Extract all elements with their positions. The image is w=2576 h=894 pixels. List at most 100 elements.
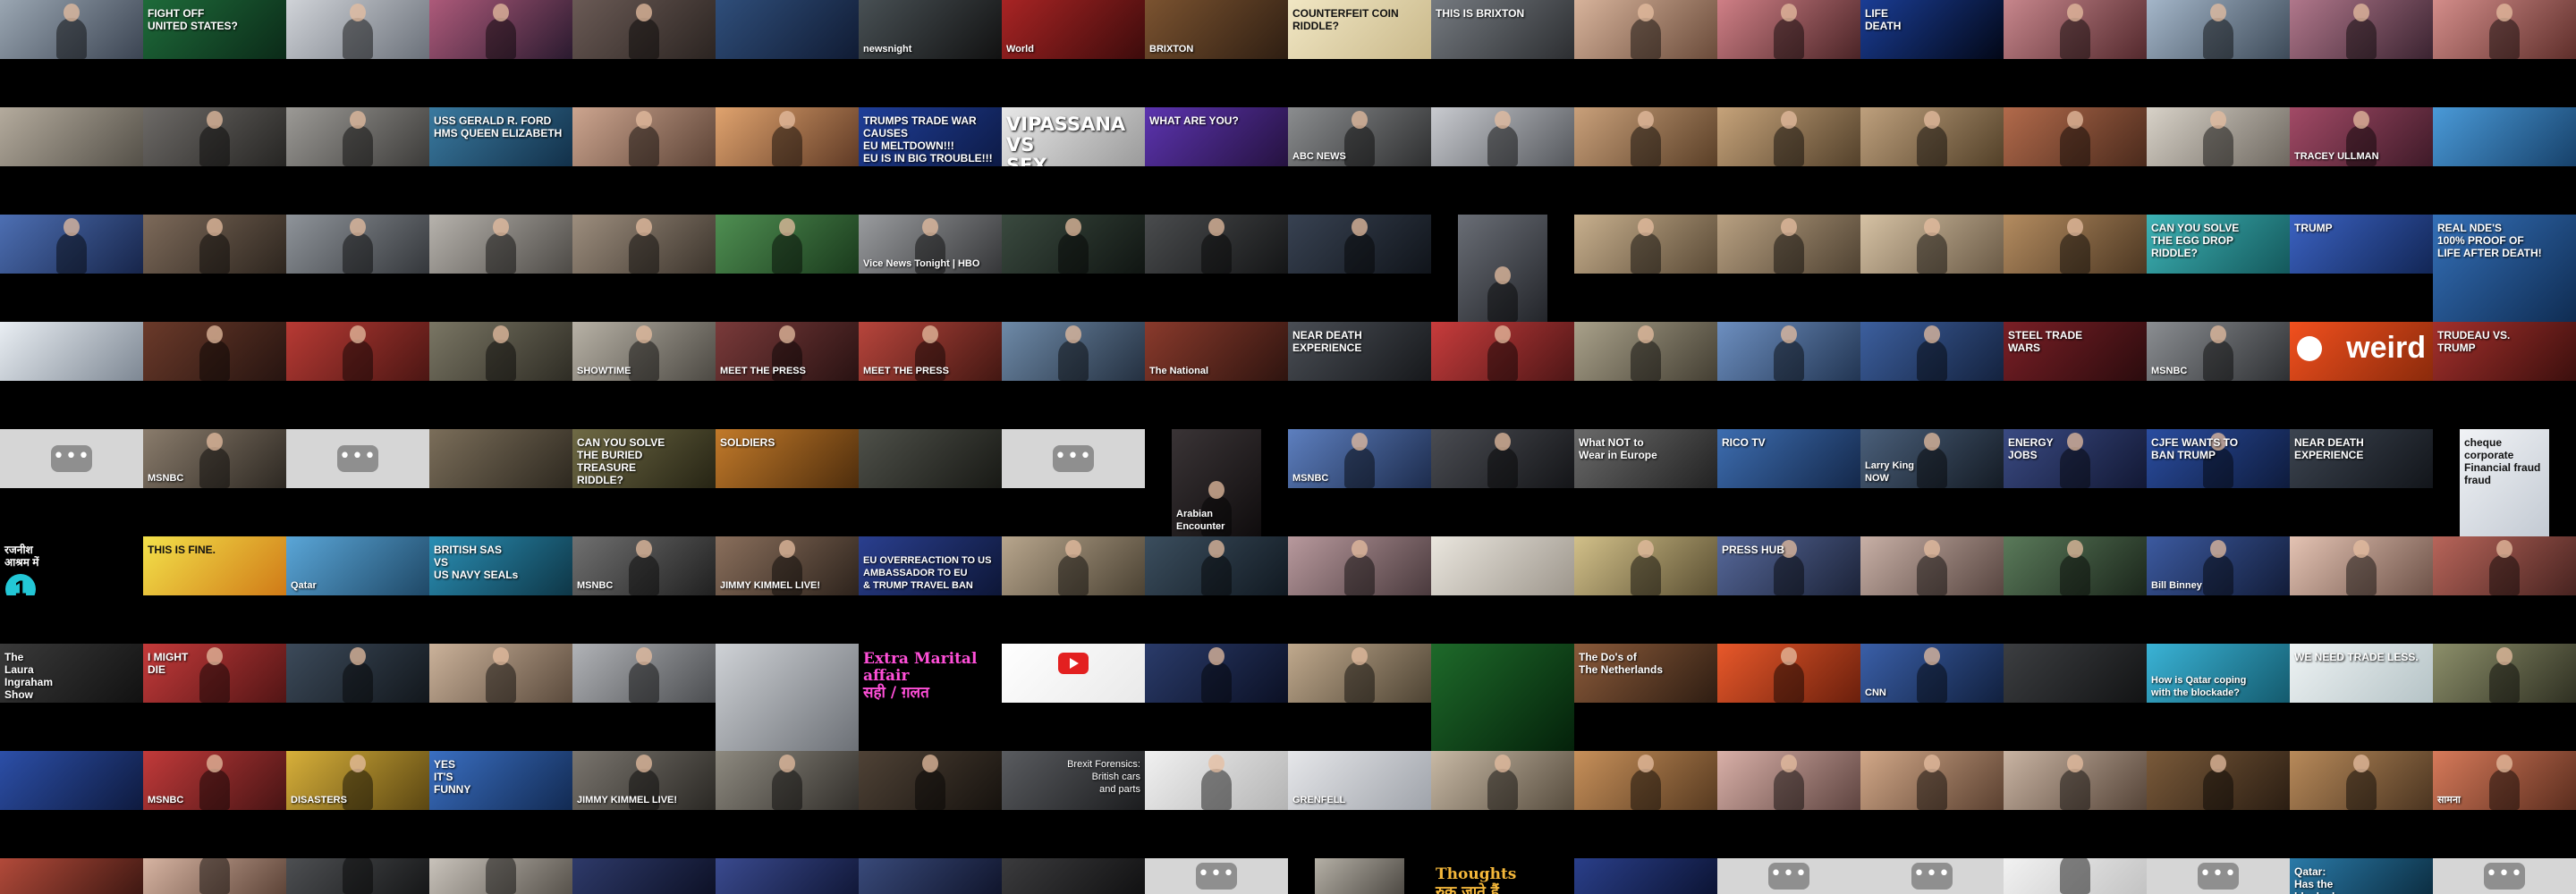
video-thumbnail[interactable]: Qatar: Has the blockade: [2290, 858, 2433, 894]
video-thumbnail[interactable]: •••: [2147, 858, 2290, 894]
video-thumbnail[interactable]: [429, 215, 572, 322]
video-thumbnail[interactable]: [1288, 215, 1431, 322]
video-thumbnail[interactable]: NEAR DEATH EXPERIENCE: [1288, 322, 1431, 429]
video-thumbnail[interactable]: [1145, 536, 1288, 644]
video-thumbnail[interactable]: MSNBC: [143, 429, 286, 536]
video-thumbnail[interactable]: NEAR DEATH EXPERIENCE: [2290, 429, 2433, 536]
video-thumbnail[interactable]: [0, 0, 143, 107]
video-thumbnail[interactable]: Arabian Encounter: [1145, 429, 1288, 536]
video-thumbnail[interactable]: [1574, 322, 1717, 429]
video-thumbnail[interactable]: CAN YOU SOLVE THE EGG DROP RIDDLE?: [2147, 215, 2290, 322]
video-thumbnail[interactable]: [716, 644, 859, 751]
video-thumbnail[interactable]: [143, 858, 286, 894]
video-thumbnail[interactable]: WE NEED TRADE LESS.: [2290, 644, 2433, 751]
video-thumbnail[interactable]: CJFE WANTS TO BAN TRUMP: [2147, 429, 2290, 536]
video-thumbnail[interactable]: WHAT ARE YOU?: [1145, 107, 1288, 215]
video-thumbnail[interactable]: Vice News Tonight | HBO: [859, 215, 1002, 322]
video-thumbnail[interactable]: [2290, 536, 2433, 644]
video-thumbnail[interactable]: [1145, 644, 1288, 751]
video-thumbnail[interactable]: [1574, 751, 1717, 858]
video-thumbnail[interactable]: cheque corporate Financial fraud fraud: [2433, 429, 2576, 536]
video-thumbnail[interactable]: [0, 858, 143, 894]
video-thumbnail[interactable]: [2433, 644, 2576, 751]
video-thumbnail[interactable]: [1717, 215, 1860, 322]
video-thumbnail[interactable]: ENERGY JOBS: [2004, 429, 2147, 536]
video-thumbnail[interactable]: SHOWTIME: [572, 322, 716, 429]
video-thumbnail[interactable]: BRITISH SAS VS US NAVY SEALs: [429, 536, 572, 644]
video-thumbnail[interactable]: [2004, 644, 2147, 751]
video-thumbnail[interactable]: GRENFELL: [1288, 751, 1431, 858]
video-thumbnail[interactable]: [143, 107, 286, 215]
video-thumbnail[interactable]: [1431, 536, 1574, 644]
video-thumbnail[interactable]: [1288, 644, 1431, 751]
video-thumbnail[interactable]: CAN YOU SOLVE THE BURIED TREASURE RIDDLE…: [572, 429, 716, 536]
video-thumbnail[interactable]: [2004, 751, 2147, 858]
video-thumbnail[interactable]: [1145, 215, 1288, 322]
video-thumbnail[interactable]: [1431, 215, 1574, 322]
video-thumbnail[interactable]: [1574, 858, 1717, 894]
video-thumbnail[interactable]: [2433, 0, 2576, 107]
video-thumbnail[interactable]: TRUMP: [2290, 215, 2433, 322]
video-thumbnail[interactable]: [1574, 107, 1717, 215]
video-thumbnail[interactable]: REAL NDE'S 100% PROOF OF LIFE AFTER DEAT…: [2433, 215, 2576, 322]
video-thumbnail[interactable]: [1717, 322, 1860, 429]
video-thumbnail[interactable]: [1860, 322, 2004, 429]
video-thumbnail[interactable]: The Laura Ingraham Show: [0, 644, 143, 751]
video-thumbnail[interactable]: •••: [286, 429, 429, 536]
video-thumbnail[interactable]: JIMMY KIMMEL LIVE!: [716, 536, 859, 644]
video-thumbnail[interactable]: [2004, 0, 2147, 107]
video-thumbnail[interactable]: [1717, 644, 1860, 751]
video-thumbnail[interactable]: [1860, 107, 2004, 215]
video-thumbnail[interactable]: MEET THE PRESS: [859, 322, 1002, 429]
video-thumbnail[interactable]: MSNBC: [143, 751, 286, 858]
video-thumbnail[interactable]: [1717, 107, 1860, 215]
video-thumbnail[interactable]: VIPASSANA VS SEX: [1002, 107, 1145, 215]
video-thumbnail[interactable]: THIS IS BRIXTON: [1431, 0, 1574, 107]
video-thumbnail[interactable]: [716, 0, 859, 107]
video-thumbnail[interactable]: MSNBC: [1288, 429, 1431, 536]
video-thumbnail[interactable]: World: [1002, 0, 1145, 107]
video-thumbnail[interactable]: [1717, 751, 1860, 858]
video-thumbnail[interactable]: 1 रजनीश आश्रम में: [0, 536, 143, 644]
video-thumbnail[interactable]: Brexit Forensics: British cars and parts: [1002, 751, 1145, 858]
video-thumbnail[interactable]: [429, 429, 572, 536]
video-thumbnail[interactable]: [1574, 0, 1717, 107]
video-thumbnail[interactable]: [2433, 107, 2576, 215]
video-thumbnail[interactable]: [1860, 751, 2004, 858]
video-thumbnail[interactable]: [429, 644, 572, 751]
video-thumbnail[interactable]: [1002, 858, 1145, 894]
video-thumbnail[interactable]: •••: [1717, 858, 1860, 894]
video-thumbnail[interactable]: [716, 215, 859, 322]
video-thumbnail[interactable]: [429, 858, 572, 894]
video-thumbnail[interactable]: [429, 322, 572, 429]
video-thumbnail[interactable]: •••: [1860, 858, 2004, 894]
video-thumbnail[interactable]: COUNTERFEIT COIN RIDDLE?: [1288, 0, 1431, 107]
video-thumbnail[interactable]: [1574, 536, 1717, 644]
video-thumbnail[interactable]: [286, 644, 429, 751]
video-thumbnail[interactable]: [1002, 322, 1145, 429]
video-thumbnail[interactable]: TRACEY ULLMAN: [2290, 107, 2433, 215]
video-thumbnail[interactable]: [859, 858, 1002, 894]
video-thumbnail[interactable]: Thoughts रुक जाते हैं: [1431, 858, 1574, 894]
video-thumbnail[interactable]: [1002, 215, 1145, 322]
video-thumbnail[interactable]: MEET THE PRESS: [716, 322, 859, 429]
video-thumbnail[interactable]: [572, 215, 716, 322]
video-thumbnail[interactable]: What NOT to Wear in Europe: [1574, 429, 1717, 536]
video-thumbnail[interactable]: MSNBC: [2147, 322, 2290, 429]
video-thumbnail[interactable]: MSNBC: [572, 536, 716, 644]
video-thumbnail[interactable]: [1288, 536, 1431, 644]
video-thumbnail[interactable]: RICO TV: [1717, 429, 1860, 536]
video-thumbnail[interactable]: [2433, 536, 2576, 644]
video-thumbnail[interactable]: [859, 751, 1002, 858]
video-thumbnail[interactable]: [0, 107, 143, 215]
video-thumbnail[interactable]: [572, 107, 716, 215]
video-thumbnail[interactable]: [716, 858, 859, 894]
video-thumbnail[interactable]: [572, 0, 716, 107]
video-thumbnail[interactable]: FIGHT OFF UNITED STATES?: [143, 0, 286, 107]
video-thumbnail[interactable]: [1860, 215, 2004, 322]
video-thumbnail[interactable]: BRIXTON: [1145, 0, 1288, 107]
video-thumbnail[interactable]: newsnight: [859, 0, 1002, 107]
video-thumbnail[interactable]: [2147, 0, 2290, 107]
video-thumbnail[interactable]: SOLDIERS: [716, 429, 859, 536]
video-thumbnail[interactable]: •••: [0, 429, 143, 536]
